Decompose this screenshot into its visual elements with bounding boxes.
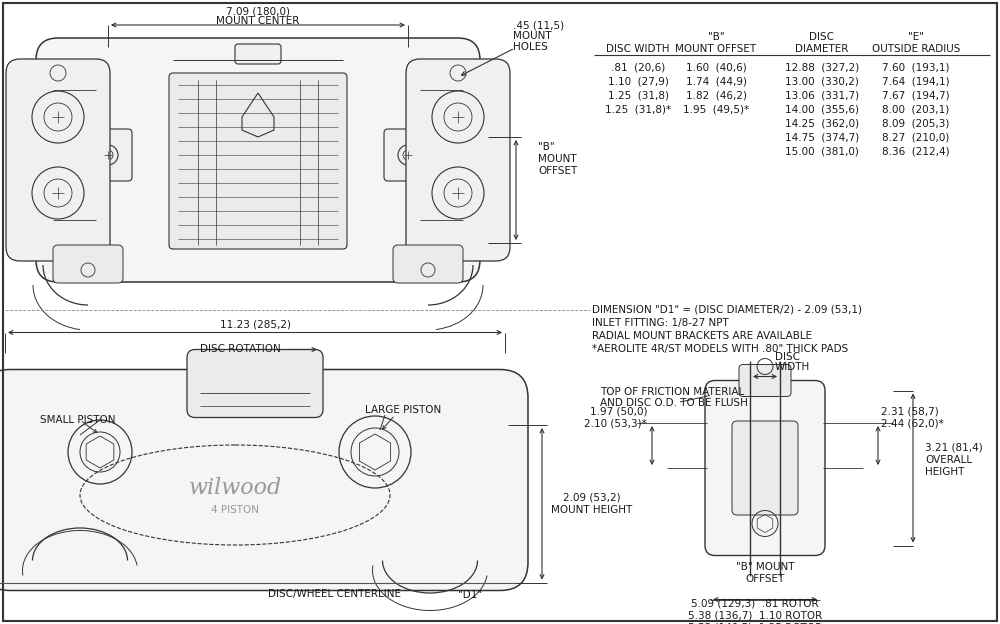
Text: "B": "B"	[708, 32, 724, 42]
Text: 8.00  (203,1): 8.00 (203,1)	[882, 104, 950, 114]
Text: .45 (11,5): .45 (11,5)	[513, 20, 564, 30]
Text: "B" MOUNT: "B" MOUNT	[736, 562, 794, 572]
Text: LARGE PISTON: LARGE PISTON	[365, 405, 441, 415]
Text: 1.25  (31,8): 1.25 (31,8)	[608, 90, 668, 100]
Text: 1.97 (50,0): 1.97 (50,0)	[590, 406, 647, 416]
Text: 5.09 (129,3)  .81 ROTOR: 5.09 (129,3) .81 ROTOR	[691, 598, 819, 608]
Text: MOUNT HEIGHT: MOUNT HEIGHT	[551, 505, 633, 515]
Text: MOUNT: MOUNT	[513, 31, 552, 41]
Text: 12.88  (327,2): 12.88 (327,2)	[785, 62, 859, 72]
Text: 5.38 (136,7)  1.10 ROTOR: 5.38 (136,7) 1.10 ROTOR	[688, 610, 822, 620]
Text: DISC ROTATION: DISC ROTATION	[200, 344, 280, 354]
Text: 2.09 (53,2): 2.09 (53,2)	[563, 493, 621, 503]
Text: 14.75  (374,7): 14.75 (374,7)	[785, 132, 859, 142]
Text: 1.74  (44,9): 1.74 (44,9)	[686, 76, 746, 86]
Text: *AEROLITE 4R/ST MODELS WITH .80" THICK PADS: *AEROLITE 4R/ST MODELS WITH .80" THICK P…	[592, 344, 848, 354]
FancyBboxPatch shape	[732, 421, 798, 515]
FancyBboxPatch shape	[235, 44, 281, 64]
Text: 8.36  (212,4): 8.36 (212,4)	[882, 146, 950, 156]
Text: wilwood: wilwood	[188, 477, 282, 499]
Text: MOUNT OFFSET: MOUNT OFFSET	[675, 44, 757, 54]
Text: 7.67  (194,7): 7.67 (194,7)	[882, 90, 950, 100]
Text: "E": "E"	[908, 32, 924, 42]
FancyBboxPatch shape	[739, 364, 791, 396]
Text: 5.53 (140,5)  1.25 ROTOR: 5.53 (140,5) 1.25 ROTOR	[688, 623, 822, 624]
Text: HEIGHT: HEIGHT	[925, 467, 964, 477]
Text: INLET FITTING: 1/8-27 NPT: INLET FITTING: 1/8-27 NPT	[592, 318, 729, 328]
Text: HOLES: HOLES	[513, 42, 548, 52]
Text: OFFSET: OFFSET	[745, 575, 785, 585]
Text: "D1": "D1"	[458, 590, 482, 600]
Text: MOUNT CENTER: MOUNT CENTER	[216, 16, 300, 26]
Text: 8.27  (210,0): 8.27 (210,0)	[882, 132, 950, 142]
Text: DISC/WHEEL CENTERLINE: DISC/WHEEL CENTERLINE	[268, 590, 402, 600]
FancyBboxPatch shape	[53, 245, 123, 283]
Text: 1.25  (31,8)*: 1.25 (31,8)*	[605, 104, 671, 114]
FancyBboxPatch shape	[384, 129, 432, 181]
FancyBboxPatch shape	[705, 381, 825, 555]
Text: DISC: DISC	[810, 32, 834, 42]
Text: 13.06  (331,7): 13.06 (331,7)	[785, 90, 859, 100]
Text: SMALL PISTON: SMALL PISTON	[40, 415, 116, 425]
Text: DISC: DISC	[775, 351, 800, 361]
FancyBboxPatch shape	[393, 245, 463, 283]
FancyBboxPatch shape	[406, 59, 510, 261]
Text: 2.44 (62,0)*: 2.44 (62,0)*	[881, 418, 944, 428]
Text: DISC WIDTH: DISC WIDTH	[606, 44, 670, 54]
Text: 13.00  (330,2): 13.00 (330,2)	[785, 76, 859, 86]
Text: 8.09  (205,3): 8.09 (205,3)	[882, 118, 950, 128]
Text: OFFSET: OFFSET	[538, 166, 577, 176]
FancyBboxPatch shape	[36, 38, 480, 282]
Text: 15.00  (381,0): 15.00 (381,0)	[785, 146, 859, 156]
Text: OUTSIDE RADIUS: OUTSIDE RADIUS	[872, 44, 960, 54]
Text: WIDTH: WIDTH	[775, 361, 810, 371]
FancyBboxPatch shape	[187, 349, 323, 417]
Text: 11.23 (285,2): 11.23 (285,2)	[220, 319, 290, 329]
Text: TOP OF FRICTION MATERIAL: TOP OF FRICTION MATERIAL	[600, 387, 744, 397]
Text: 1.82  (46,2): 1.82 (46,2)	[686, 90, 746, 100]
FancyBboxPatch shape	[0, 369, 528, 590]
Text: 7.64  (194,1): 7.64 (194,1)	[882, 76, 950, 86]
Text: 1.10  (27,9): 1.10 (27,9)	[608, 76, 668, 86]
Text: 14.25  (362,0): 14.25 (362,0)	[785, 118, 859, 128]
Text: "B": "B"	[538, 142, 555, 152]
FancyBboxPatch shape	[169, 73, 347, 249]
Text: DIAMETER: DIAMETER	[795, 44, 849, 54]
Text: 1.95  (49,5)*: 1.95 (49,5)*	[683, 104, 749, 114]
Text: 3.21 (81,4): 3.21 (81,4)	[925, 443, 983, 453]
Text: 2.31 (58,7): 2.31 (58,7)	[881, 406, 939, 416]
Text: 7.09 (180,0): 7.09 (180,0)	[226, 6, 290, 16]
FancyBboxPatch shape	[6, 59, 110, 261]
Text: 14.00  (355,6): 14.00 (355,6)	[785, 104, 859, 114]
Text: 1.60  (40,6): 1.60 (40,6)	[686, 62, 746, 72]
Text: AND DISC O.D. TO BE FLUSH: AND DISC O.D. TO BE FLUSH	[600, 398, 748, 408]
Text: .81  (20,6): .81 (20,6)	[611, 62, 665, 72]
Text: OVERALL: OVERALL	[925, 455, 972, 465]
Text: 2.10 (53,3)*: 2.10 (53,3)*	[584, 418, 647, 428]
Text: DIMENSION "D1" = (DISC DIAMETER/2) - 2.09 (53,1): DIMENSION "D1" = (DISC DIAMETER/2) - 2.0…	[592, 305, 862, 315]
Text: RADIAL MOUNT BRACKETS ARE AVAILABLE: RADIAL MOUNT BRACKETS ARE AVAILABLE	[592, 331, 812, 341]
Text: 7.60  (193,1): 7.60 (193,1)	[882, 62, 950, 72]
FancyBboxPatch shape	[84, 129, 132, 181]
Text: 4 PISTON: 4 PISTON	[211, 505, 259, 515]
Text: MOUNT: MOUNT	[538, 154, 577, 164]
